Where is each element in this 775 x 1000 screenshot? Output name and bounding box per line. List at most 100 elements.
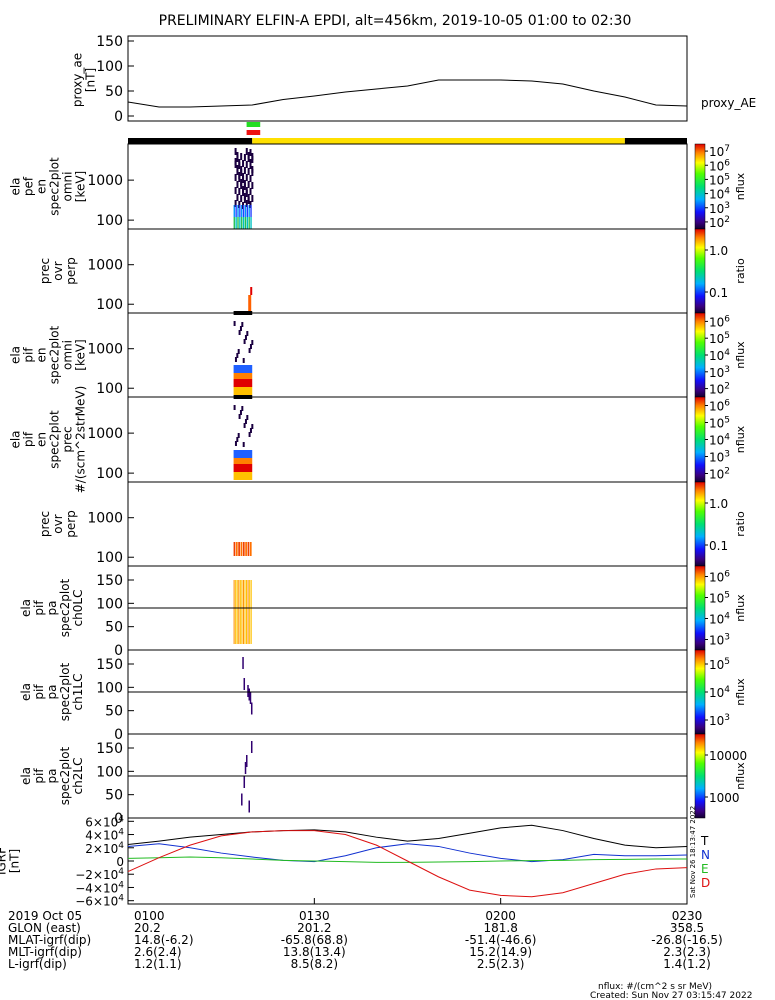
y-axis-label: proxy_ae xyxy=(71,53,85,107)
spectrum-cell xyxy=(233,464,253,472)
y-axis-label: en xyxy=(35,432,49,447)
spectrum-cell xyxy=(251,340,254,345)
ephemeris-label: 2019 Oct 05 xyxy=(8,909,82,923)
y-tick-label: 1000 xyxy=(87,258,123,274)
pitch-angle-cell xyxy=(250,580,252,644)
y-tick-label: 150 xyxy=(96,741,123,757)
colorbar-tick-label: 103 xyxy=(709,633,730,648)
spectrum-cell xyxy=(241,217,243,229)
y-axis-label: pif xyxy=(22,347,36,363)
colorbar-tick-label: 104 xyxy=(709,433,730,448)
colorbar-tick-label: 1000 xyxy=(709,791,740,805)
spectrum-cell xyxy=(233,387,253,395)
spectrum-cell xyxy=(244,205,247,217)
ephemeris-value: 0200 xyxy=(485,909,516,923)
colorbar-tick-label: 105 xyxy=(709,657,730,672)
spectrum-cell xyxy=(238,188,241,195)
pitch-angle-cell xyxy=(241,580,243,644)
panel-prec-ovr-perp-2: 100 1000 prec ovr perp 0.1 1.0 ratio xyxy=(38,481,747,567)
ratio-cell xyxy=(240,542,243,556)
y-axis-label: ela xyxy=(19,599,33,617)
panel-proxy-ae: 0 50 100 150 proxy_ae [nT] proxy_AE xyxy=(71,34,757,125)
panel-frame xyxy=(127,35,688,122)
y-tick-label: 2×104 xyxy=(85,841,124,856)
pitch-angle-cell xyxy=(242,657,244,669)
igrf-series-N xyxy=(127,843,688,863)
y-axis-label: prec xyxy=(61,426,75,452)
pitch-angle-cell xyxy=(247,685,249,697)
pitch-angle-cell xyxy=(247,580,249,644)
spectrum-cell xyxy=(245,174,248,181)
y-axis-label: prec xyxy=(38,511,52,537)
y-tick-label: 6×104 xyxy=(85,814,124,829)
spectrum-cell xyxy=(233,472,253,480)
y-tick-label: 1000 xyxy=(87,511,123,527)
spectrum-cell xyxy=(247,168,250,175)
spectrum-cell xyxy=(247,181,250,188)
y-tick-label: 100 xyxy=(96,297,123,313)
spectrum-cell xyxy=(238,414,241,419)
y-tick-label: 100 xyxy=(96,764,123,780)
spectrum-cell xyxy=(233,373,253,379)
y-tick-label: 50 xyxy=(105,788,123,804)
spectrum-cell xyxy=(242,186,245,193)
pitch-angle-cell xyxy=(236,580,238,644)
igrf-series-T xyxy=(127,824,688,849)
colorbar-tick-label: 102 xyxy=(709,467,730,482)
spectrum-cell xyxy=(245,200,248,207)
spectrum-cell xyxy=(247,152,250,159)
panel-frame xyxy=(127,396,688,483)
spectrum-cell xyxy=(233,311,253,315)
pitch-angle-cell xyxy=(248,688,250,701)
colorbar-tick-label: 0.1 xyxy=(709,539,728,553)
spectrum-cell xyxy=(243,423,246,428)
ephemeris-value: 14.8(-6.2) xyxy=(134,933,194,947)
y-axis-label: ovr xyxy=(51,514,65,533)
y-axis-label: pa xyxy=(45,769,59,784)
panel-frame xyxy=(127,312,688,398)
status-marker-green xyxy=(246,122,261,127)
colorbar-tick-label: 0.1 xyxy=(709,286,728,300)
y-tick-label: −4×104 xyxy=(75,880,124,895)
pitch-angle-cell xyxy=(235,580,237,644)
spectrum-cell xyxy=(243,193,246,200)
spectrum-cell xyxy=(233,205,235,217)
panel-ela-pif-pa-spec2plot-ch0LC: 0 50 100 150 ela pif pa spec2plot ch0LC 103 104 105… xyxy=(19,565,747,659)
colorbar xyxy=(694,312,706,398)
ephemeris-value: 20.2 xyxy=(134,921,161,935)
colorbar-tick-label: 104 xyxy=(709,348,730,363)
spectrum-cell xyxy=(233,395,253,399)
status-segment-black xyxy=(128,138,253,144)
y-axis-label: spec2plot xyxy=(48,325,62,384)
legend-igrf-E: E xyxy=(701,862,709,876)
ratio-cell xyxy=(235,542,238,556)
ephemeris-value: 0230 xyxy=(672,909,703,923)
spectrum-cell xyxy=(249,175,252,182)
spectrum-cell xyxy=(247,194,250,201)
spectrum-cell xyxy=(242,358,245,363)
ephemeris-value: 201.2 xyxy=(297,921,331,935)
pitch-angle-cell xyxy=(242,580,244,644)
spectrum-cell xyxy=(236,181,239,188)
spectrum-cell xyxy=(233,458,253,464)
spectrum-cell xyxy=(243,180,246,187)
spectrum-cell xyxy=(238,201,241,208)
y-tick-label: 150 xyxy=(96,573,123,589)
y-tick-label: 150 xyxy=(96,657,123,673)
y-axis-label: ela xyxy=(9,346,23,364)
spectrum-cell xyxy=(236,165,239,172)
colorbar-tick-label: 106 xyxy=(709,570,730,585)
spectrum-cell xyxy=(246,331,249,336)
spectrum-cell xyxy=(242,217,245,229)
ephemeris-value: 8.5(8.2) xyxy=(291,957,339,971)
spectrum-cell xyxy=(249,428,252,433)
spectrum-cell xyxy=(251,153,254,160)
spectrum-cell xyxy=(238,172,241,179)
colorbar-tick-label: 104 xyxy=(709,187,730,202)
spectrum-cell xyxy=(244,217,247,229)
spectrum-cell xyxy=(235,217,237,229)
y-tick-label: 0 xyxy=(114,109,123,125)
spectrum-cell xyxy=(243,339,246,344)
panel-frame xyxy=(127,481,688,567)
